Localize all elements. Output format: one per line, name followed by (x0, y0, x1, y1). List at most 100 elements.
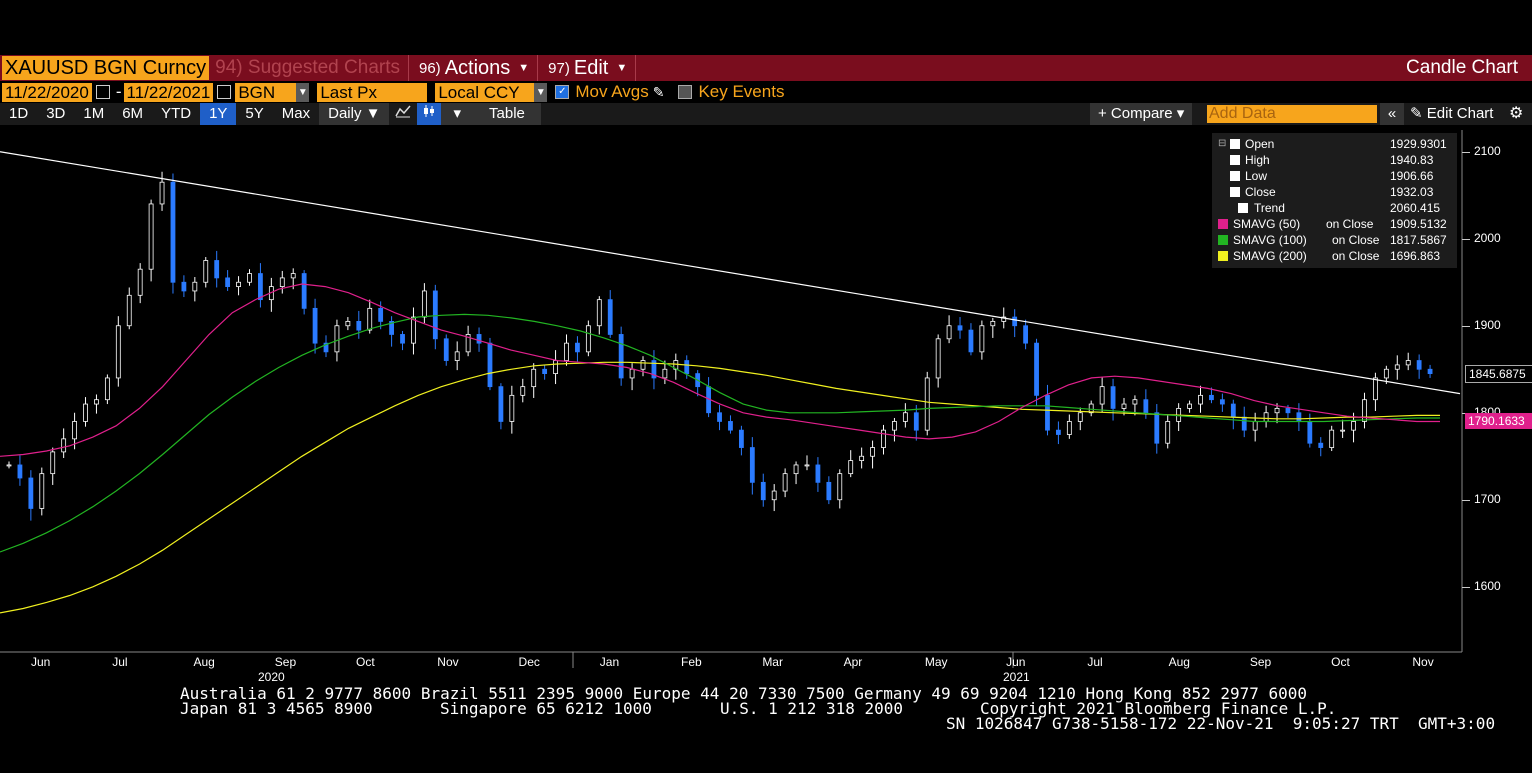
add-data-input[interactable]: Add Data (1207, 105, 1377, 123)
year-label-2020: 2020 (258, 670, 285, 684)
candle-body (17, 464, 23, 479)
candle-body (1001, 316, 1007, 322)
candle-body (498, 386, 504, 422)
x-tick-label: Jun (1006, 655, 1026, 669)
candle-body (749, 447, 755, 483)
edit-chart-button[interactable]: ✎ Edit Chart (1406, 103, 1497, 125)
candle-body (389, 320, 394, 335)
legend-series-name: SMAVG (50) (1233, 217, 1301, 231)
currency-dropdown-icon[interactable]: ▼ (534, 82, 548, 102)
candle-body (1066, 421, 1072, 435)
range-max-button[interactable]: Max (281, 105, 311, 122)
candle-body (585, 325, 591, 353)
candle-body (1099, 386, 1105, 405)
legend-row: SMAVG (200) on Close 1696.863 (1212, 249, 1457, 265)
candle-body (443, 338, 449, 361)
actions-menu-label: Actions (444, 56, 511, 79)
candle-body (258, 273, 263, 301)
candle-body (870, 447, 875, 457)
actions-menu-number: 96) (419, 59, 441, 77)
candle-body (181, 281, 187, 292)
range-ytd-button[interactable]: YTD (161, 105, 192, 122)
legend-series-name: Trend (1254, 201, 1285, 215)
range-5y-button[interactable]: 5Y (245, 105, 264, 122)
calendar-icon[interactable] (217, 85, 232, 99)
candle-body (1088, 403, 1094, 414)
y-tick-mark (1462, 412, 1470, 414)
price-field-selector[interactable]: Last Px (317, 82, 428, 102)
candle-body (1045, 394, 1050, 431)
collapse-double-arrow-icon[interactable]: « (1380, 103, 1404, 125)
candle-body (673, 360, 679, 370)
end-date-field[interactable]: 11/22/2021 (123, 82, 214, 102)
mov-avgs-label[interactable]: Mov Avgs (575, 82, 649, 101)
legend-series-suffix: on Close (1332, 249, 1380, 263)
legend-value: 1817.5867 (1390, 233, 1447, 247)
candle-body (487, 342, 493, 388)
legend-value: 2060.415 (1390, 201, 1441, 215)
source-field[interactable]: BGN (235, 82, 297, 102)
date-separator: - (115, 82, 122, 101)
candle-body (1285, 407, 1291, 414)
start-date-field[interactable]: 11/22/2020 (2, 82, 92, 102)
table-button[interactable]: Table (473, 103, 541, 125)
gear-icon[interactable]: ⚙ (1509, 105, 1524, 122)
range-6m-button[interactable]: 6M (122, 105, 144, 122)
range-1d-button[interactable]: 1D (9, 105, 29, 122)
currency-field[interactable]: Local CCY (435, 82, 535, 102)
key-events-label[interactable]: Key Events (698, 82, 785, 101)
candle-body (323, 342, 329, 353)
candle-body (378, 307, 384, 322)
legend-series-name: Open (1245, 137, 1275, 151)
sma200-line (0, 361, 1440, 614)
x-tick-label: Sep (274, 655, 297, 669)
candle-body (159, 181, 165, 205)
pencil-icon[interactable]: ✎ (652, 83, 665, 100)
range-3d-button[interactable]: 3D (46, 105, 66, 122)
x-tick-label: Aug (1168, 655, 1190, 669)
edit-chart-label: Edit Chart (1426, 105, 1494, 122)
chart-type-dropdown-icon[interactable]: ▾ (441, 103, 474, 125)
range-1m-button[interactable]: 1M (83, 105, 105, 122)
calendar-icon[interactable] (95, 85, 110, 99)
candle-body (1362, 399, 1367, 422)
candle-chart-icon[interactable] (417, 103, 442, 125)
ticker-field[interactable]: XAUUSD BGN Curncy (2, 56, 210, 80)
legend-swatch (1238, 203, 1248, 213)
candle-body (1110, 386, 1116, 409)
candle-body (1056, 429, 1061, 435)
source-dropdown-icon[interactable]: ▼ (296, 82, 310, 102)
collapse-icon[interactable]: ⊟ (1218, 138, 1227, 149)
legend-value: 1909.5132 (1390, 217, 1447, 231)
candle-body (935, 338, 941, 379)
frequency-dropdown[interactable]: Daily ▼ (319, 103, 390, 125)
y-tick-mark (1462, 151, 1470, 153)
candle-body (1198, 394, 1203, 405)
sma50-price-label: 1790.1633 (1465, 413, 1532, 430)
range-1y-button[interactable]: 1Y (200, 103, 237, 125)
legend-series-name: SMAVG (200) (1233, 249, 1307, 263)
mov-avgs-checkbox[interactable]: ✓ (555, 85, 570, 99)
key-events-checkbox[interactable] (678, 85, 693, 99)
line-chart-icon[interactable] (389, 103, 417, 125)
candle-body (1318, 442, 1324, 448)
candle-body (72, 421, 77, 440)
legend-row: Open 1929.9301 (1212, 137, 1457, 153)
actions-menu[interactable]: 96) Actions ▼ (419, 57, 529, 80)
dropdown-arrow-icon: ▼ (518, 62, 530, 74)
candle-body (531, 368, 537, 388)
candle-body (1219, 399, 1225, 405)
candle-body (815, 464, 821, 483)
x-tick-label: Jan (599, 655, 620, 669)
x-tick-label: Oct (1331, 655, 1350, 669)
candle-body (400, 334, 405, 344)
compare-button[interactable]: + Compare ▾ (1090, 103, 1193, 125)
legend-swatch (1218, 251, 1228, 261)
candle-body (629, 368, 635, 379)
suggested-charts-menu[interactable]: 94) Suggested Charts (215, 57, 400, 78)
candle-body (1405, 360, 1411, 366)
edit-menu[interactable]: 97) Edit ▼ (548, 57, 627, 80)
candle-body (1427, 368, 1433, 374)
bloomberg-footer: Australia 61 2 9777 8600 Brazil 5511 239… (0, 684, 1532, 773)
candle-body (1296, 412, 1302, 422)
